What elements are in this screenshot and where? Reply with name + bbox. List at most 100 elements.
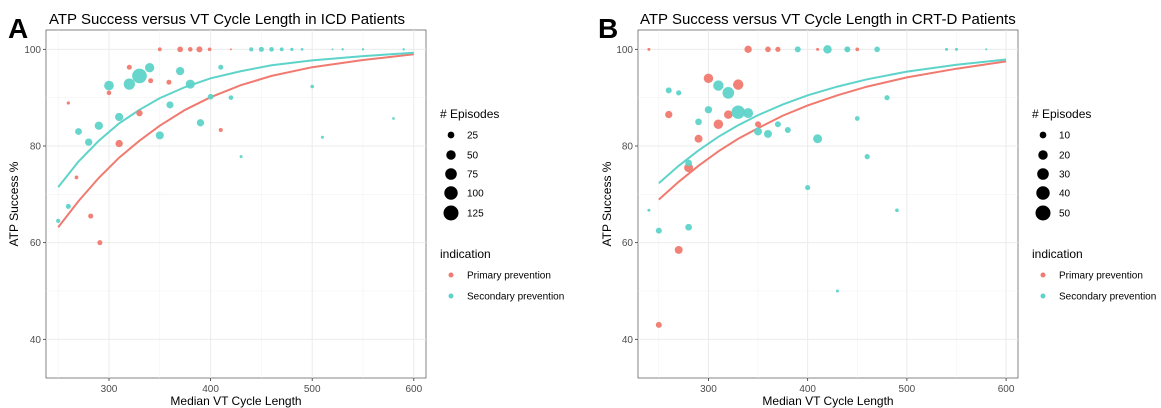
data-point — [835, 289, 839, 293]
data-point — [126, 64, 132, 70]
panel-a-x-axis-title: Median VT Cycle Length — [170, 394, 301, 408]
data-point — [774, 121, 781, 128]
size-legend-label: 10 — [1059, 131, 1071, 142]
color-legend-key — [1040, 293, 1046, 299]
panel-a-color-legend-title: indication — [440, 247, 491, 261]
data-point — [144, 63, 155, 73]
size-legend-key — [1039, 131, 1047, 139]
panel-b-plot-area — [637, 29, 1019, 379]
data-point — [97, 240, 103, 246]
fit-line-secondary-prevention — [57, 51, 414, 188]
data-point — [218, 128, 223, 133]
data-point — [239, 155, 243, 159]
color-legend-label: Primary prevention — [467, 271, 551, 282]
data-point — [258, 46, 264, 52]
panel-b-color-legend: indication Primary prevention Secondary p… — [1032, 247, 1156, 303]
data-point — [207, 93, 214, 100]
size-legend-label: 75 — [467, 170, 479, 181]
data-point — [402, 48, 405, 51]
fit-line-primary-prevention — [658, 60, 1007, 201]
data-point — [743, 108, 754, 119]
data-point — [665, 110, 673, 119]
data-point — [155, 131, 164, 140]
panel-a: A ATP Success versus VT Cycle Length in … — [7, 11, 564, 408]
y-tick-label: 60 — [622, 238, 634, 249]
data-point — [874, 46, 880, 53]
panel-a-gridlines — [46, 30, 426, 378]
panel-b-letter: B — [598, 13, 618, 44]
panel-b-title: ATP Success versus VT Cycle Length in CR… — [640, 11, 1016, 28]
y-tick-label: 40 — [622, 335, 634, 346]
data-point — [855, 47, 860, 52]
panel-b-size-legend: # Episodes 10 20 30 40 50 — [1032, 107, 1091, 221]
panel-a-size-legend-title: # Episodes — [440, 107, 499, 121]
size-legend-key — [444, 186, 458, 200]
size-legend-key — [1038, 150, 1048, 160]
x-tick-label: 600 — [405, 384, 422, 395]
x-tick-label: 300 — [700, 384, 717, 395]
panel-a-size-legend: # Episodes 25 50 75 100 125 — [440, 107, 499, 221]
panel-b-size-legend-title: # Episodes — [1032, 107, 1091, 121]
data-point — [722, 87, 735, 99]
data-point — [895, 208, 899, 213]
data-point — [218, 64, 224, 70]
data-point — [341, 48, 344, 51]
data-point — [775, 46, 781, 52]
data-point — [106, 90, 112, 96]
size-legend-key — [447, 131, 455, 139]
data-point — [228, 95, 234, 100]
y-tick-label: 60 — [30, 238, 42, 249]
x-tick-label: 600 — [998, 384, 1015, 395]
data-point — [794, 46, 801, 53]
data-point — [166, 101, 174, 109]
size-legend-label: 50 — [467, 151, 479, 162]
data-point — [361, 48, 365, 51]
data-point — [207, 47, 212, 52]
data-point — [166, 79, 172, 85]
data-point — [755, 121, 762, 128]
data-point — [290, 47, 294, 51]
data-point — [713, 80, 724, 91]
panel-b-points — [647, 45, 988, 328]
size-legend-key — [1037, 168, 1049, 180]
data-point — [177, 46, 183, 53]
data-point — [684, 163, 694, 173]
data-point — [784, 127, 791, 134]
data-point — [647, 208, 651, 212]
data-point — [844, 46, 851, 53]
data-point — [269, 47, 274, 52]
color-legend-label: Secondary prevention — [467, 292, 564, 303]
data-point — [765, 46, 771, 53]
data-point — [88, 213, 94, 219]
data-point — [74, 175, 79, 180]
data-point — [392, 117, 395, 120]
panel-b-gridlines — [638, 30, 1018, 378]
data-point — [985, 48, 988, 51]
panel-a-y-ticks: 40 60 80 100 — [24, 45, 46, 346]
panel-b: B ATP Success versus VT Cycle Length in … — [598, 11, 1156, 408]
data-point — [695, 118, 702, 126]
y-tick-label: 80 — [30, 142, 42, 153]
x-tick-label: 400 — [202, 384, 219, 395]
data-point — [823, 45, 832, 54]
panel-a-color-legend: indication Primary prevention Secondary p… — [440, 247, 564, 303]
data-point — [84, 138, 93, 146]
x-tick-label: 300 — [101, 384, 118, 395]
data-point — [685, 159, 692, 167]
data-point — [655, 321, 662, 328]
data-point — [864, 154, 870, 160]
data-point — [764, 129, 772, 138]
data-point — [94, 121, 103, 130]
data-point — [713, 119, 724, 129]
data-point — [724, 110, 733, 119]
data-point — [187, 47, 193, 52]
data-point — [805, 184, 811, 191]
fit-line-primary-prevention — [57, 53, 414, 228]
y-tick-label: 100 — [616, 45, 633, 56]
data-point — [115, 112, 124, 122]
panel-b-y-axis-title: ATP Success % — [600, 161, 614, 246]
size-legend-label: 30 — [1059, 170, 1071, 181]
x-tick-label: 500 — [899, 384, 916, 395]
data-point — [123, 78, 135, 90]
